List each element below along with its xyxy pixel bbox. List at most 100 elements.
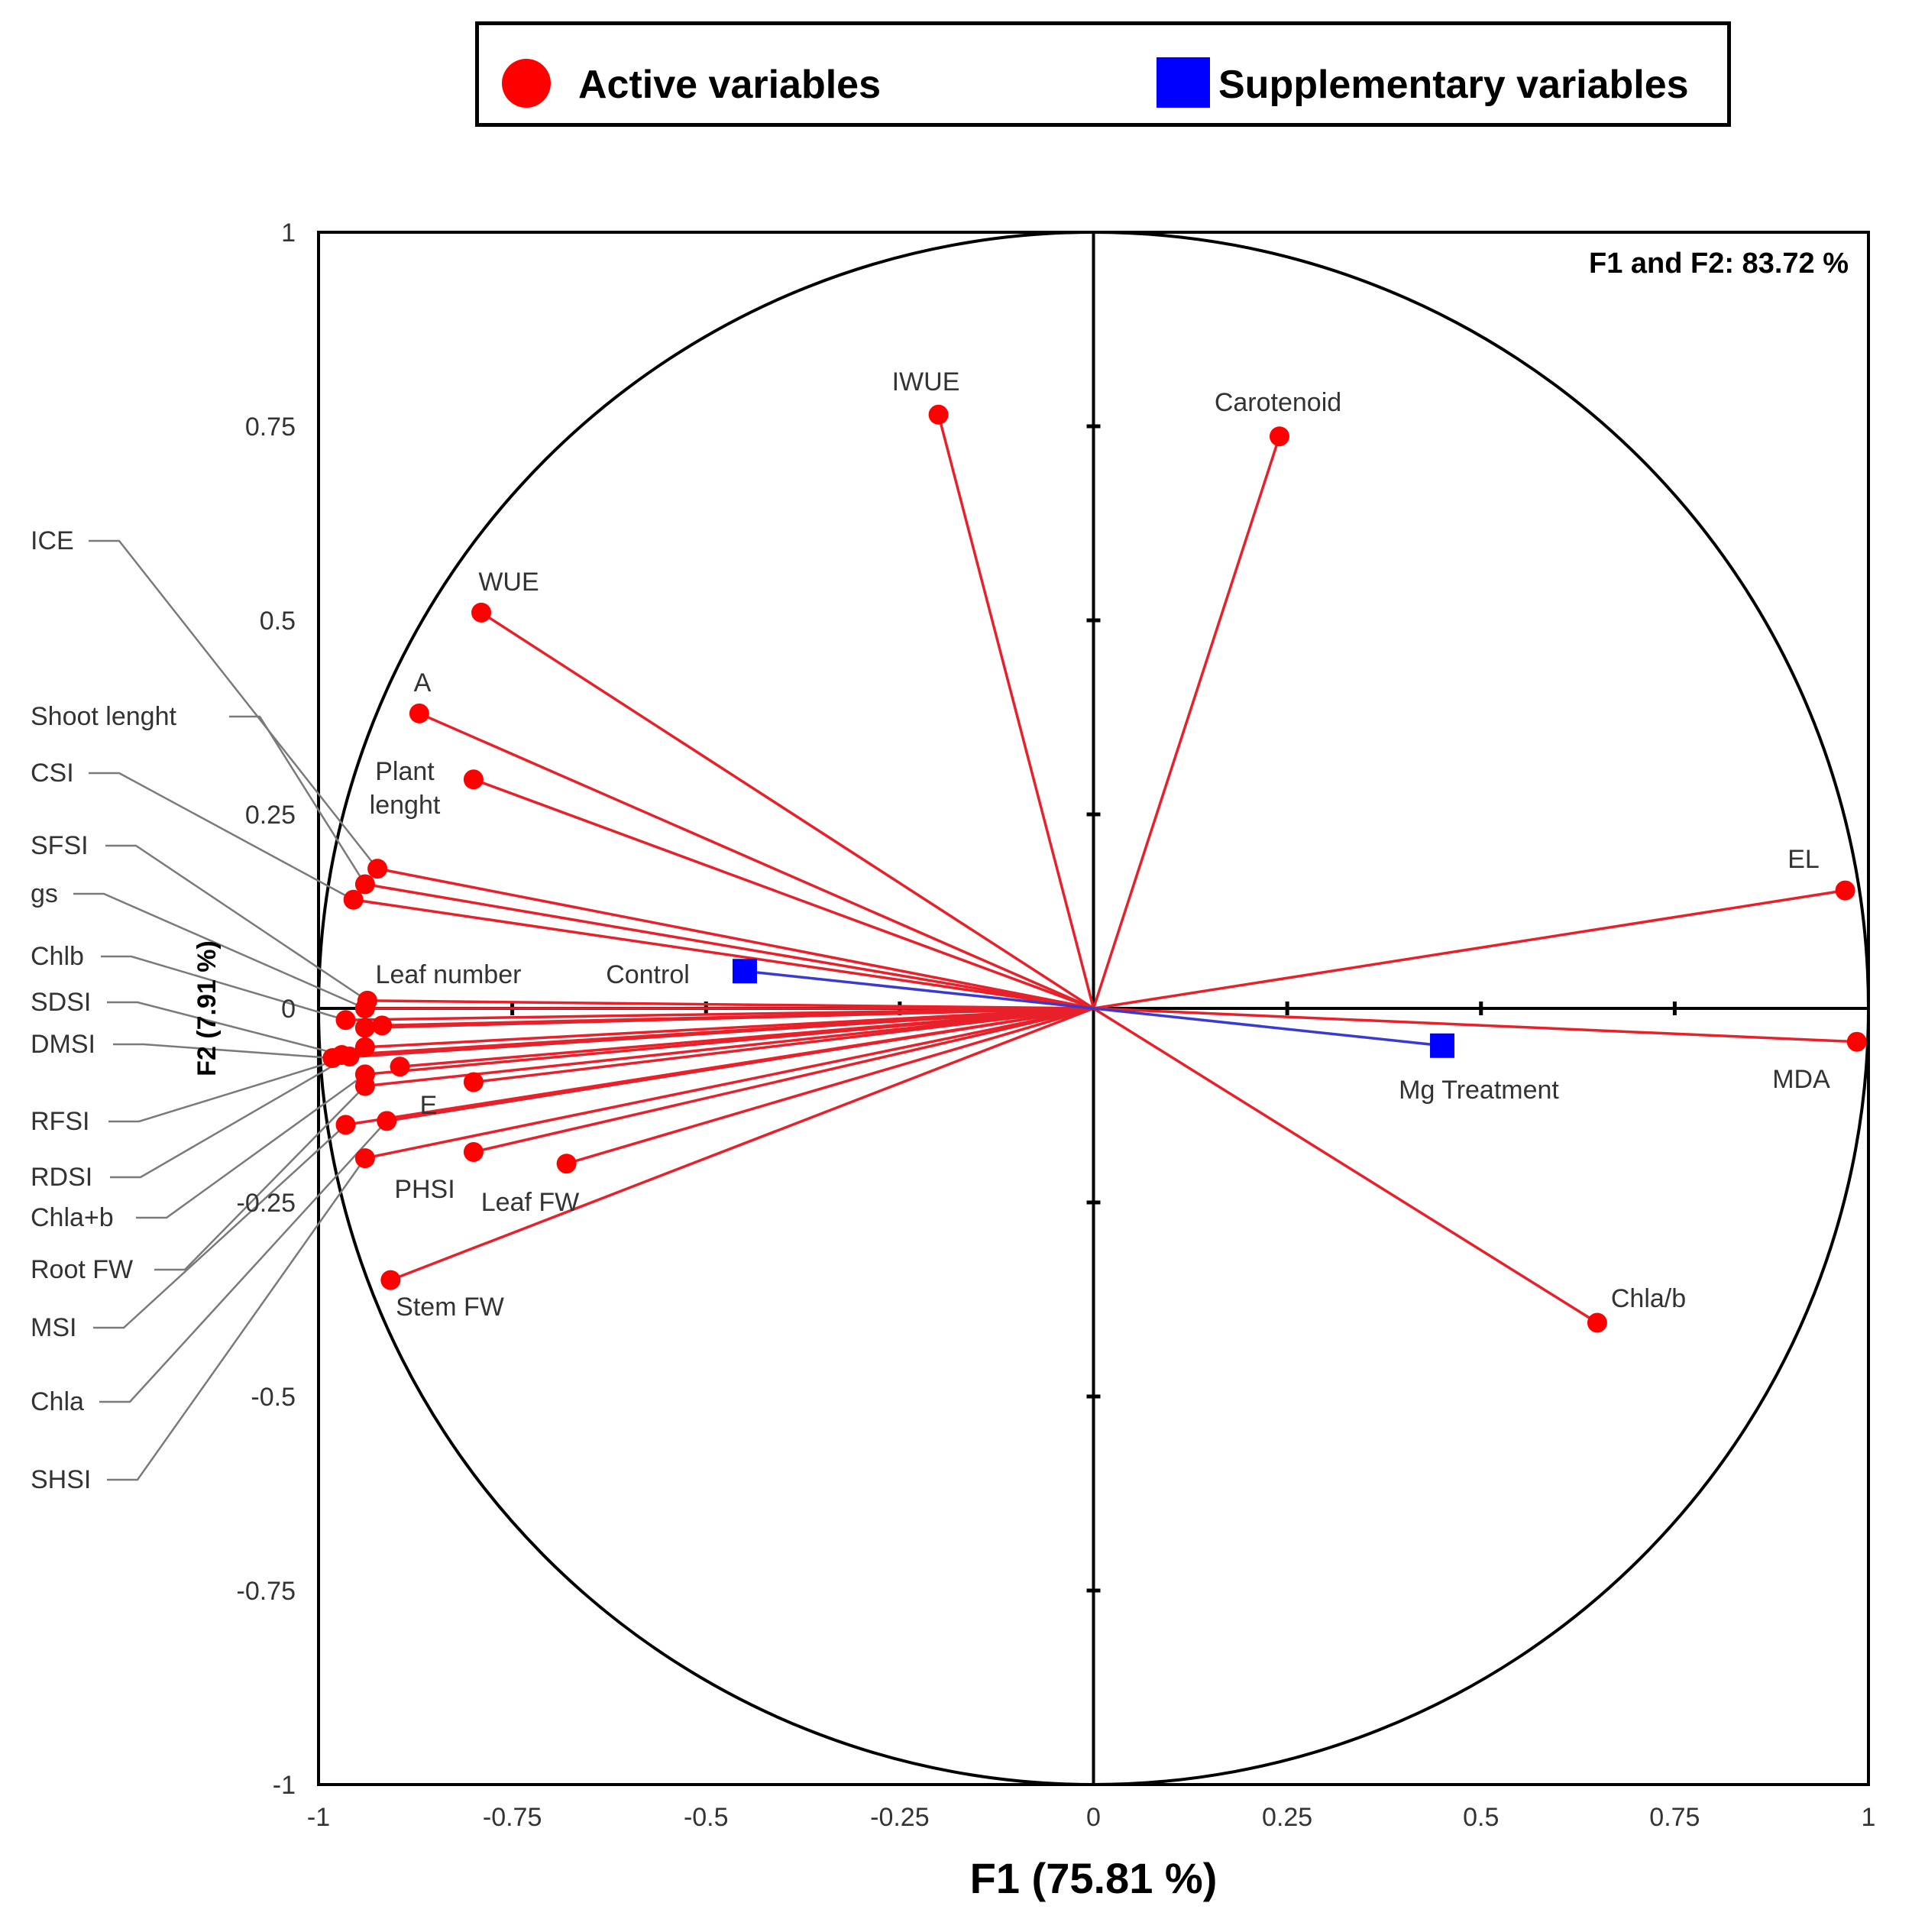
active-vector-line [345,1007,1094,1021]
callout-leader-line [93,1124,347,1329]
callout-label: SDSI [31,988,91,1017]
y-tick-label: -0.75 [237,1577,296,1606]
callout-leader-line [89,539,379,869]
callout-leader-line [107,1157,366,1481]
active-point [354,1076,375,1096]
active-vector-line [364,1007,1094,1088]
active-point [339,1046,360,1066]
active-point [556,1154,577,1174]
active-vector-line [390,1007,1095,1282]
active-point [463,1072,484,1092]
point-label: E [420,1091,438,1120]
active-vector-line [349,1007,1094,1058]
point-label: IWUE [892,367,960,396]
active-vector-line [400,1007,1094,1068]
callout-leader-line [101,955,346,1021]
x-tick-label: 0.25 [1262,1803,1312,1832]
callout-label: SHSI [31,1465,91,1494]
callout-leader-line [110,1046,366,1179]
active-vector-line [364,1007,1094,1160]
active-point [928,404,949,425]
point-label: WUE [478,568,539,597]
active-point [335,1115,356,1135]
point-label: A [414,668,432,697]
chart-title: F1 and F2: 83.72 % [1589,248,1849,280]
callout-label: Shoot lenght [31,702,176,731]
x-tick-label: -0.75 [483,1803,542,1832]
active-point [409,703,429,723]
active-point [367,859,388,879]
vector-lines [332,414,1857,1324]
active-vector-line [353,898,1094,1010]
y-tick-label: 0.5 [260,607,296,636]
y-axis-title: F2 (7.91 %) [192,940,222,1076]
y-tick-label: -0.5 [251,1383,296,1412]
legend: Active variables Supplementary variables [475,21,1731,127]
active-point [380,1270,401,1290]
y-tick-label: -1 [273,1771,296,1800]
callout-leader-line [89,772,354,901]
y-tick-label: 0.25 [245,801,296,830]
supplementary-vector-line [1093,1007,1443,1047]
point-label: Plant [375,757,435,786]
point-label: PHSI [394,1175,455,1204]
active-point [354,1148,375,1169]
y-tick-label: 0 [281,995,296,1024]
active-vector-line [937,414,1095,1009]
callout-leader-line [99,1120,388,1403]
callout-leader-line [154,1085,366,1271]
callout-leader-line [108,1055,350,1123]
active-point [1587,1312,1607,1333]
callout-label: ICE [31,526,74,555]
active-point [471,602,492,623]
legend-active-marker [502,59,551,108]
callout-label: CSI [31,759,74,788]
leader-lines [73,539,388,1481]
callout-label: MSI [31,1313,76,1342]
callout-leader-line [107,1001,342,1057]
active-point [335,1010,356,1031]
point-label: Carotenoid [1215,388,1341,417]
callout-label: RDSI [31,1163,92,1192]
legend-supplementary-label: Supplementary variables [1218,63,1689,107]
active-point [463,769,484,790]
callout-label: gs [31,879,58,908]
callout-leader-line [73,892,366,1010]
active-vector-line [1092,435,1281,1009]
callout-leader-line [136,1073,366,1219]
point-label: MDA [1772,1065,1830,1094]
callout-label: Chlb [31,942,84,971]
callout-leader-line [105,844,368,1002]
data-points [322,404,1867,1333]
active-vector-line [480,611,1095,1010]
active-point [463,1141,484,1162]
point-label: Leaf number [376,960,522,989]
active-point [354,874,375,895]
active-vector-line [1092,1007,1598,1324]
active-point [372,1015,393,1036]
y-tick-label: 0.75 [245,413,296,442]
callout-label: Chla+b [31,1203,114,1232]
y-tick-label: -0.25 [237,1189,296,1218]
callout-label: SFSI [31,831,89,860]
active-vector-line [473,778,1095,1010]
active-vector-line [364,1007,1094,1030]
active-point [343,889,364,910]
legend-supplementary-marker [1157,57,1210,108]
point-label: Stem FW [396,1293,504,1322]
active-vector-line [364,882,1094,1010]
active-point [377,1111,397,1131]
active-vector-line [473,1007,1094,1084]
active-vector-line [1093,888,1846,1010]
supplementary-square [732,959,757,984]
point-label: lenght [370,791,441,820]
x-tick-label: 0.75 [1649,1803,1700,1832]
point-label: Mg Treatment [1399,1076,1559,1105]
active-point [1269,426,1289,447]
x-tick-label: 0 [1086,1803,1101,1832]
callout-leader-line [113,1043,333,1060]
point-label: EL [1787,845,1820,874]
active-vector-line [419,712,1095,1010]
y-tick-label: 1 [281,218,296,248]
